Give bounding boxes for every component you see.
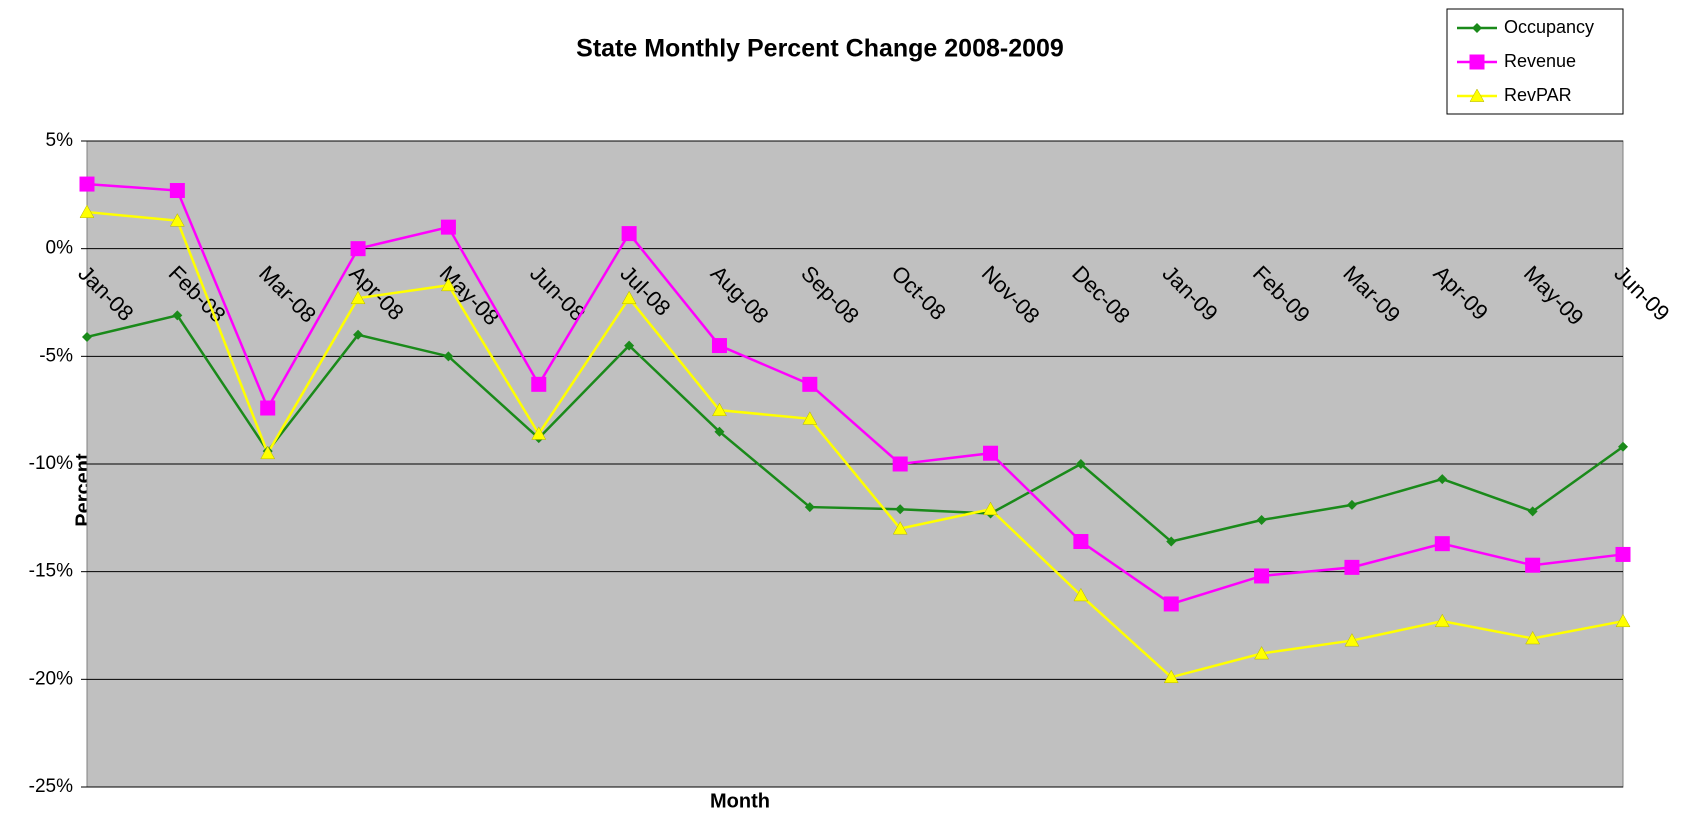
marker bbox=[1073, 587, 1089, 602]
legend-label: RevPAR bbox=[1504, 85, 1572, 105]
y-tick-label: -20% bbox=[29, 668, 73, 689]
marker bbox=[1166, 536, 1177, 547]
marker bbox=[621, 226, 637, 242]
marker bbox=[1618, 441, 1628, 452]
marker bbox=[1163, 596, 1179, 612]
series-line bbox=[86, 210, 1624, 679]
marker bbox=[353, 329, 364, 340]
y-tick-label: 0% bbox=[46, 238, 74, 259]
marker bbox=[1527, 506, 1538, 517]
marker bbox=[350, 290, 366, 305]
marker bbox=[712, 402, 727, 417]
marker bbox=[169, 183, 185, 199]
marker bbox=[892, 456, 908, 472]
marker bbox=[983, 445, 999, 461]
marker bbox=[1615, 613, 1631, 628]
marker bbox=[1344, 633, 1360, 647]
marker bbox=[714, 426, 725, 437]
marker bbox=[443, 351, 454, 362]
marker bbox=[1437, 474, 1448, 485]
y-tick-label: -10% bbox=[29, 453, 73, 474]
legend-marker bbox=[1469, 54, 1485, 70]
marker bbox=[169, 213, 185, 227]
marker bbox=[79, 176, 95, 192]
y-tick-label: -5% bbox=[39, 345, 73, 366]
marker bbox=[440, 277, 456, 292]
legend-marker bbox=[1472, 23, 1482, 33]
x-axis-label: Month bbox=[710, 790, 770, 812]
marker bbox=[802, 411, 818, 425]
marker bbox=[1254, 568, 1270, 584]
marker bbox=[804, 502, 815, 513]
marker bbox=[624, 340, 635, 351]
marker bbox=[1256, 514, 1267, 525]
marker bbox=[531, 376, 547, 392]
legend-marker bbox=[1469, 88, 1485, 102]
marker bbox=[711, 338, 727, 354]
y-tick-label: 5% bbox=[46, 130, 74, 151]
marker bbox=[1254, 645, 1270, 660]
series-line bbox=[86, 182, 1624, 606]
marker bbox=[260, 445, 276, 460]
marker bbox=[895, 504, 906, 515]
marker bbox=[621, 290, 637, 305]
marker bbox=[1163, 669, 1179, 684]
marker bbox=[531, 426, 547, 440]
marker bbox=[79, 204, 95, 218]
legend-label: Occupancy bbox=[1504, 17, 1594, 37]
y-tick-label: -15% bbox=[29, 561, 73, 582]
marker bbox=[260, 400, 276, 416]
marker bbox=[350, 241, 366, 257]
marker bbox=[440, 219, 456, 235]
marker bbox=[802, 376, 818, 392]
marker bbox=[1525, 630, 1541, 645]
marker bbox=[1525, 557, 1541, 573]
marker bbox=[1075, 459, 1086, 469]
chart-title: State Monthly Percent Change 2008-2009 bbox=[576, 35, 1064, 63]
marker bbox=[1073, 534, 1089, 550]
y-tick-label: -25% bbox=[29, 776, 73, 797]
marker bbox=[172, 310, 183, 321]
series-line bbox=[86, 314, 1624, 543]
marker bbox=[983, 501, 998, 516]
marker bbox=[892, 521, 908, 535]
marker bbox=[82, 331, 92, 342]
marker bbox=[1346, 499, 1357, 510]
legend-label: Revenue bbox=[1504, 51, 1576, 71]
marker bbox=[1434, 536, 1450, 552]
marker bbox=[1344, 559, 1360, 575]
marker bbox=[1615, 546, 1631, 562]
marker bbox=[1434, 613, 1450, 628]
